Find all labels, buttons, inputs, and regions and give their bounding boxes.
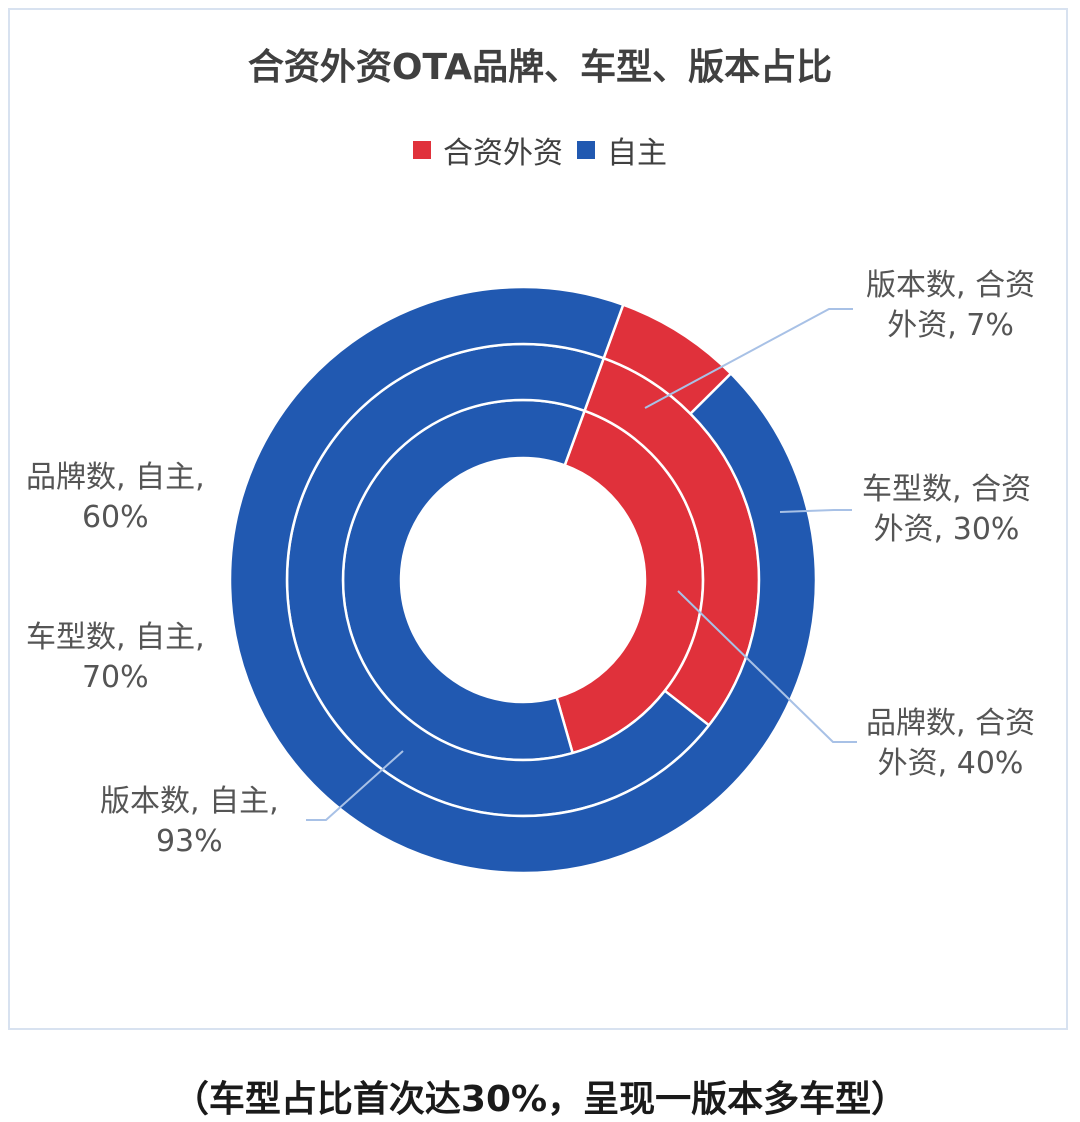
legend-item-domestic: 自主 (577, 128, 667, 172)
data-label-version-domestic: 版本数, 自主, 93% (100, 784, 279, 859)
legend-label-foreign: 合资外资 (443, 136, 563, 171)
leader-version-domestic (306, 750, 404, 821)
caption: （车型占比首次达30%，呈现一版本多车型） (172, 1079, 908, 1120)
leader-brand-foreign (677, 590, 857, 743)
legend: 合资外资 自主 (0, 128, 1080, 172)
chart-title: 合资外资OTA品牌、车型、版本占比 (247, 47, 833, 88)
data-label-brand-foreign: 品牌数, 合资 外资, 40% (866, 706, 1036, 781)
legend-swatch-domestic (577, 141, 595, 159)
legend-label-domestic: 自主 (607, 136, 667, 171)
data-label-model-domestic: 车型数, 自主, 70% (26, 620, 205, 695)
leader-version-foreign (644, 308, 853, 409)
leader-model-foreign (779, 509, 852, 513)
legend-swatch-foreign (413, 141, 431, 159)
data-label-model-foreign: 车型数, 合资 外资, 30% (862, 472, 1032, 547)
data-label-brand-domestic: 品牌数, 自主, 60% (26, 460, 205, 535)
data-label-version-foreign: 版本数, 合资 外资, 7% (866, 268, 1036, 343)
slice-version-domestic (228, 285, 818, 875)
donut-chart (228, 285, 857, 875)
legend-item-foreign: 合资外资 (413, 128, 563, 172)
